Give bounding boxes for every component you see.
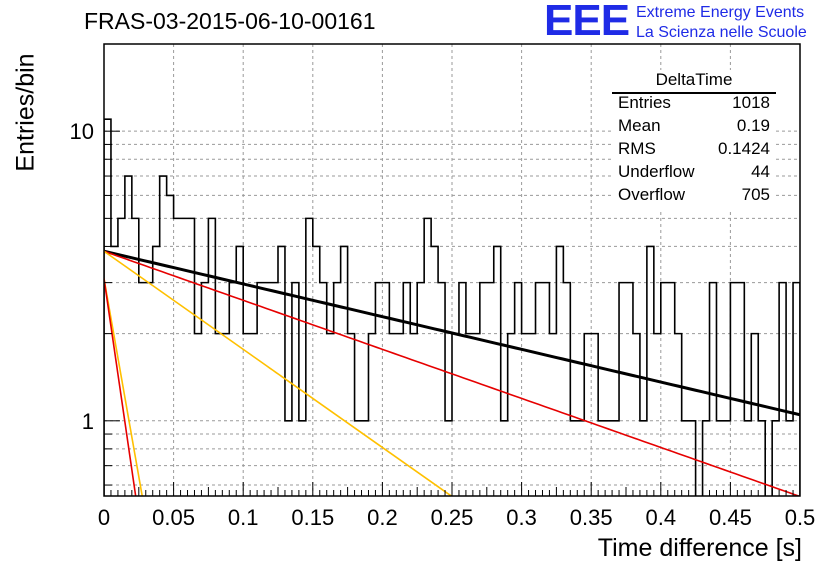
stats-title: DeltaTime xyxy=(655,70,733,89)
stats-key: Mean xyxy=(618,116,661,135)
x-tick-label: 0.35 xyxy=(570,505,613,530)
x-tick-label: 0.15 xyxy=(291,505,334,530)
fit-curve xyxy=(104,278,137,496)
histogram-layer xyxy=(104,118,800,496)
y-axis-label: Entries/bin xyxy=(11,53,40,172)
x-tick-label: 0.25 xyxy=(431,505,474,530)
stats-key: Underflow xyxy=(618,162,695,181)
x-tick-label: 0.45 xyxy=(709,505,752,530)
stats-key: Overflow xyxy=(618,185,686,204)
fit-curve xyxy=(104,249,800,417)
stats-value: 0.1424 xyxy=(718,139,770,158)
x-tick-label: 0.05 xyxy=(152,505,195,530)
fit-curve xyxy=(104,250,800,496)
stats-value: 1018 xyxy=(732,93,770,112)
x-tick-label: 0.3 xyxy=(506,505,537,530)
stats-row-mean: Mean 0.19 xyxy=(618,116,770,138)
chart-title: FRAS-03-2015-06-10-00161 xyxy=(84,8,376,34)
fit-curve xyxy=(104,250,453,496)
logo-line-2: La Scienza nelle Scuole xyxy=(636,24,807,41)
stats-value: 705 xyxy=(741,185,770,204)
stats-value: 44 xyxy=(751,162,770,181)
logo-mark: EEE xyxy=(544,0,630,45)
y-tick-label: 10 xyxy=(70,119,94,144)
stats-row-rms: RMS 0.1424 xyxy=(618,139,770,161)
eee-logo: EEE Extreme Energy Events La Scienza nel… xyxy=(544,0,836,46)
stats-row-underflow: Underflow 44 xyxy=(618,162,770,184)
axes-layer: 0 0.05 0.1 0.15 0.2 0.25 0.3 0.35 0.4 0.45 0.5 1 10 xyxy=(70,43,816,530)
fit-curves-layer xyxy=(104,249,800,496)
stats-divider xyxy=(612,92,776,94)
stats-row-overflow: Overflow 705 xyxy=(618,185,770,207)
y-tick-label: 1 xyxy=(82,409,94,434)
histogram-series xyxy=(104,118,800,496)
x-axis-label: Time difference [s] xyxy=(597,534,802,562)
x-tick-label: 0 xyxy=(98,505,110,530)
x-tick-label: 0.5 xyxy=(785,505,816,530)
x-tick-label: 0.4 xyxy=(646,505,677,530)
stats-row-entries: Entries 1018 xyxy=(618,93,770,115)
logo-line-1: Extreme Energy Events xyxy=(636,4,805,21)
x-tick-label: 0.2 xyxy=(367,505,398,530)
stats-key: RMS xyxy=(618,139,656,158)
stats-key: Entries xyxy=(618,93,671,112)
fit-curve xyxy=(104,278,144,496)
stats-box: DeltaTime Entries 1018 Mean 0.19 RMS 0.1… xyxy=(612,70,776,210)
stats-value: 0.19 xyxy=(736,116,770,135)
x-tick-label: 0.1 xyxy=(228,505,259,530)
